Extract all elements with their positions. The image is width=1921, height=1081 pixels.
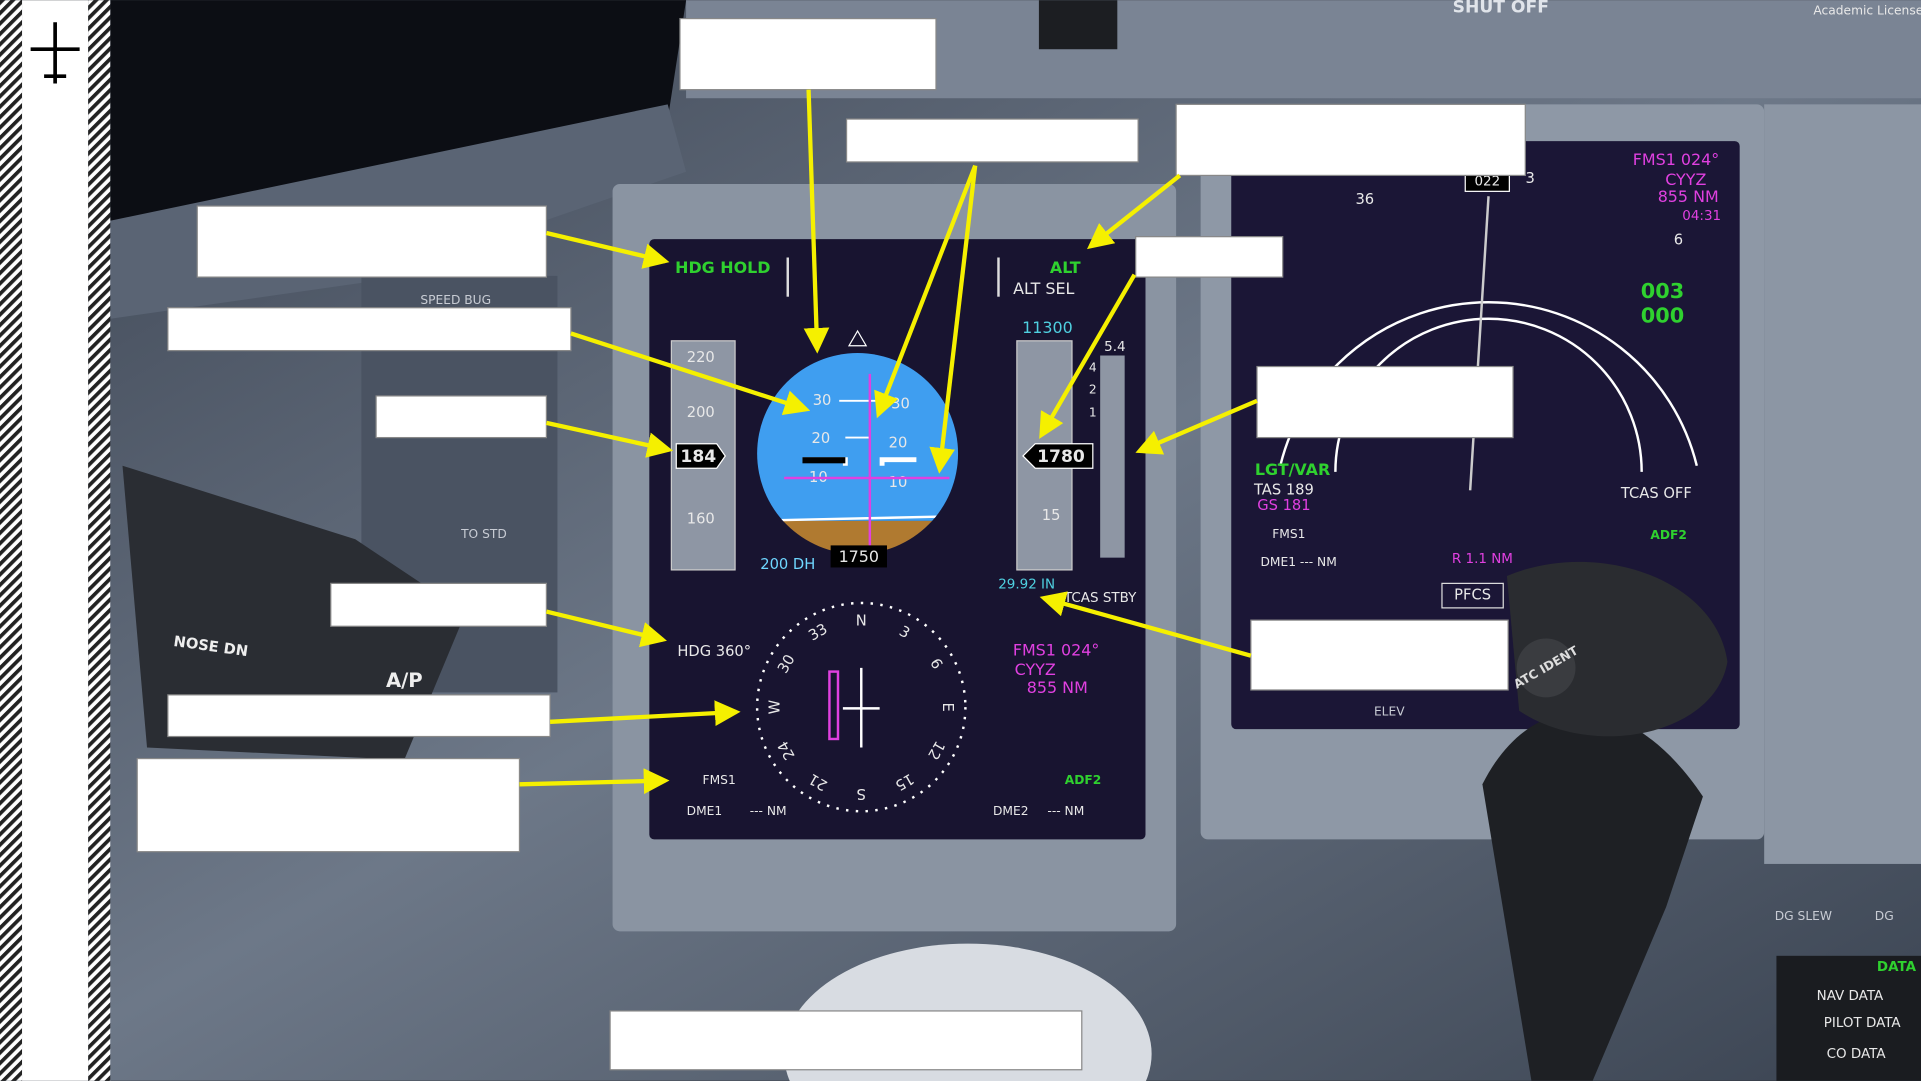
vsi-tick: 1	[1089, 406, 1097, 420]
data-title: DATA	[1877, 959, 1917, 975]
pitch-label: 30	[813, 392, 832, 409]
compass-label: E	[939, 702, 956, 711]
range-top: 003	[1641, 279, 1684, 303]
label-box[interactable]	[1250, 619, 1509, 691]
label-box[interactable]	[1256, 365, 1514, 439]
pilot-data: PILOT DATA	[1824, 1015, 1902, 1031]
dme2-value: --- NM	[1047, 804, 1084, 818]
mfd-scale: 3	[1526, 170, 1535, 187]
label-box[interactable]	[136, 757, 521, 853]
speed-tick: 220	[687, 349, 715, 366]
dme1-value: --- NM	[750, 804, 787, 818]
waypoint: CYYZ	[1015, 660, 1056, 679]
label-box[interactable]	[167, 307, 572, 352]
altitude: 1780	[1037, 447, 1085, 467]
compass-label: N	[856, 612, 867, 629]
label-boxes	[136, 17, 1526, 1071]
distance: 855 NM	[1027, 678, 1088, 697]
label-box[interactable]	[679, 17, 937, 91]
label-box[interactable]	[375, 395, 548, 439]
vsi-tick: 5.4	[1104, 339, 1125, 355]
radio-altitude: 1750	[839, 547, 879, 566]
mfd-distance: 855 NM	[1658, 187, 1719, 206]
label-box[interactable]	[845, 118, 1139, 163]
decision-height: 200 DH	[760, 556, 815, 573]
nav-source: FMS1 024°	[1013, 640, 1099, 659]
label-box[interactable]	[330, 582, 548, 627]
mfd-waypoint: CYYZ	[1665, 170, 1706, 189]
arrows	[519, 89, 1258, 795]
elev-label: ELEV	[1374, 705, 1405, 719]
mfd-ete: 04:31	[1682, 208, 1721, 224]
dme2: DME2	[993, 804, 1029, 818]
mfd-heading: 022	[1474, 174, 1500, 190]
lateral-mode: HDG HOLD	[675, 258, 770, 277]
label-box[interactable]	[609, 1010, 1083, 1071]
vsi-tick: 2	[1089, 382, 1097, 396]
watermark: Academic License	[1813, 4, 1921, 18]
range-bottom: 000	[1641, 303, 1684, 327]
tas: TAS 189	[1253, 481, 1314, 498]
mfd-bearing1: FMS1	[1272, 527, 1305, 541]
mfd-range: R 1.1 NM	[1452, 551, 1513, 567]
dg: DG	[1875, 909, 1894, 923]
speed-tick: 200	[687, 404, 715, 421]
bearing1: FMS1	[703, 773, 736, 787]
pitch-label: 10	[889, 474, 908, 491]
co-data: CO DATA	[1827, 1046, 1887, 1062]
gs: GS 181	[1257, 497, 1310, 514]
nav-data: NAV DATA	[1817, 988, 1884, 1004]
bearing2: ADF2	[1065, 773, 1102, 787]
to-std-label: TO STD	[460, 527, 507, 541]
label-box[interactable]	[167, 694, 551, 738]
airspeed: 184	[680, 447, 716, 467]
vertical-mode: ALT	[1050, 258, 1081, 277]
label-box[interactable]	[1135, 236, 1284, 278]
altitude-tick: 15	[1042, 507, 1061, 524]
pitch-label: 20	[811, 430, 830, 447]
mfd-scale: 36	[1355, 191, 1374, 208]
mfd-nav-source: FMS1 024°	[1633, 150, 1719, 169]
label-box[interactable]	[196, 205, 548, 278]
mfd-dme1: DME1 --- NM	[1260, 555, 1336, 569]
mfd-tcas: TCAS OFF	[1620, 485, 1692, 502]
heading-select: HDG 360°	[677, 643, 751, 660]
compass-label: W	[767, 699, 784, 714]
baro-setting: 29.92 IN	[998, 577, 1055, 593]
mfd-bearing2: ADF2	[1650, 528, 1687, 542]
armed-mode: ALT SEL	[1013, 279, 1074, 298]
speed-tick: 160	[687, 511, 715, 528]
ap-label: A/P	[386, 669, 423, 692]
wind: LGT/VAR	[1255, 460, 1330, 479]
pitch-label: 30	[891, 396, 910, 413]
selected-altitude: 11300	[1022, 318, 1073, 337]
tcas-status: TCAS STBY	[1063, 590, 1137, 606]
label-box[interactable]	[1175, 103, 1526, 177]
pfcs: PFCS	[1454, 587, 1491, 604]
dme1: DME1	[687, 804, 723, 818]
speed-bug-label: SPEED BUG	[420, 293, 491, 307]
mfd-scale: 6	[1674, 231, 1683, 248]
pitch-label: 20	[889, 435, 908, 452]
dg-slew: DG SLEW	[1775, 909, 1832, 923]
atc-ident-button[interactable]	[1516, 638, 1576, 698]
compass-label: S	[857, 785, 866, 802]
vsi-tick: 4	[1089, 360, 1097, 374]
overhead-label: SHUT OFF	[1453, 0, 1549, 18]
